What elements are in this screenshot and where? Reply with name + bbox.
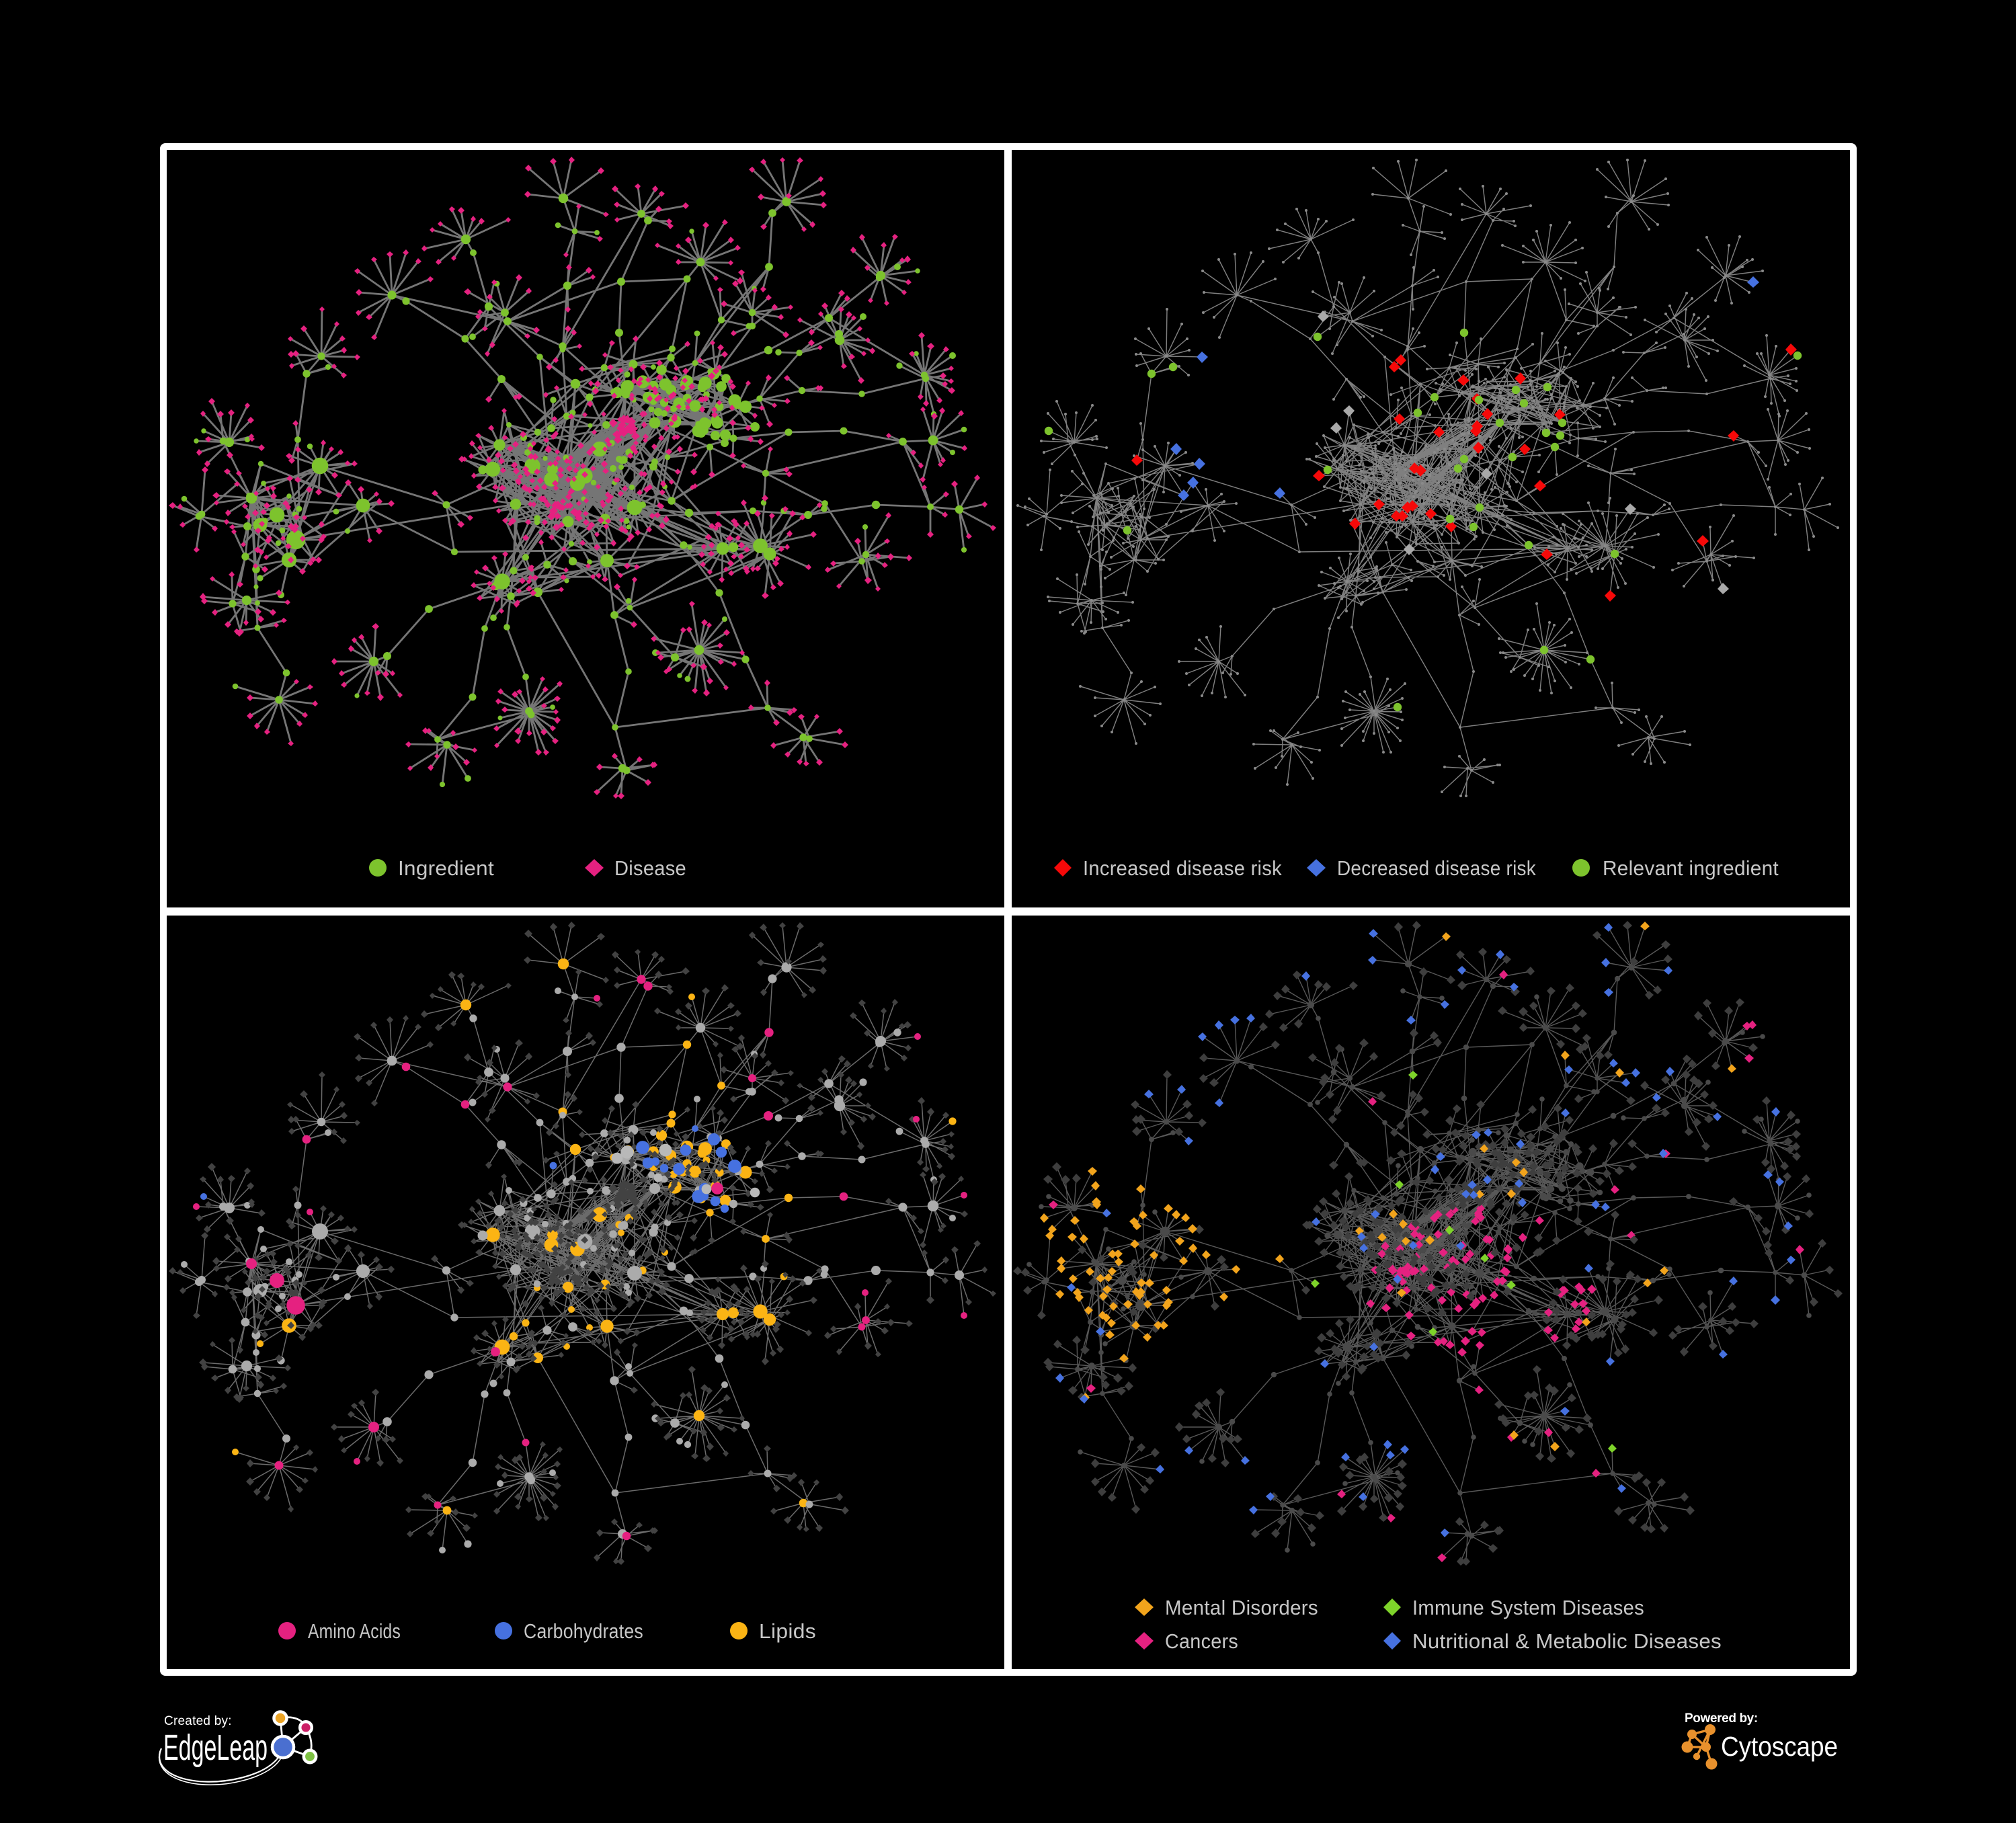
svg-text:Increased disease risk: Increased disease risk xyxy=(1083,856,1282,880)
svg-text:Carbohydrates: Carbohydrates xyxy=(524,1619,643,1643)
svg-text:Nutritional & Metabolic Diseas: Nutritional & Metabolic Diseases xyxy=(1412,1629,1722,1653)
svg-text:Cytoscape: Cytoscape xyxy=(1721,1731,1838,1762)
svg-text:Decreased disease risk: Decreased disease risk xyxy=(1337,856,1536,880)
svg-text:Amino Acids: Amino Acids xyxy=(308,1619,401,1643)
svg-text:Ingredient: Ingredient xyxy=(398,856,494,880)
svg-text:Disease: Disease xyxy=(614,856,686,880)
svg-text:Mental Disorders: Mental Disorders xyxy=(1165,1596,1318,1619)
svg-text:Created by:: Created by: xyxy=(164,1714,233,1728)
svg-text:EdgeLeap: EdgeLeap xyxy=(163,1728,268,1768)
svg-text:Powered by:: Powered by: xyxy=(1685,1711,1759,1726)
svg-text:Cancers: Cancers xyxy=(1165,1629,1238,1653)
svg-text:Lipids: Lipids xyxy=(759,1619,816,1643)
svg-text:Relevant ingredient: Relevant ingredient xyxy=(1603,856,1779,880)
svg-text:Immune System Diseases: Immune System Diseases xyxy=(1412,1596,1644,1619)
